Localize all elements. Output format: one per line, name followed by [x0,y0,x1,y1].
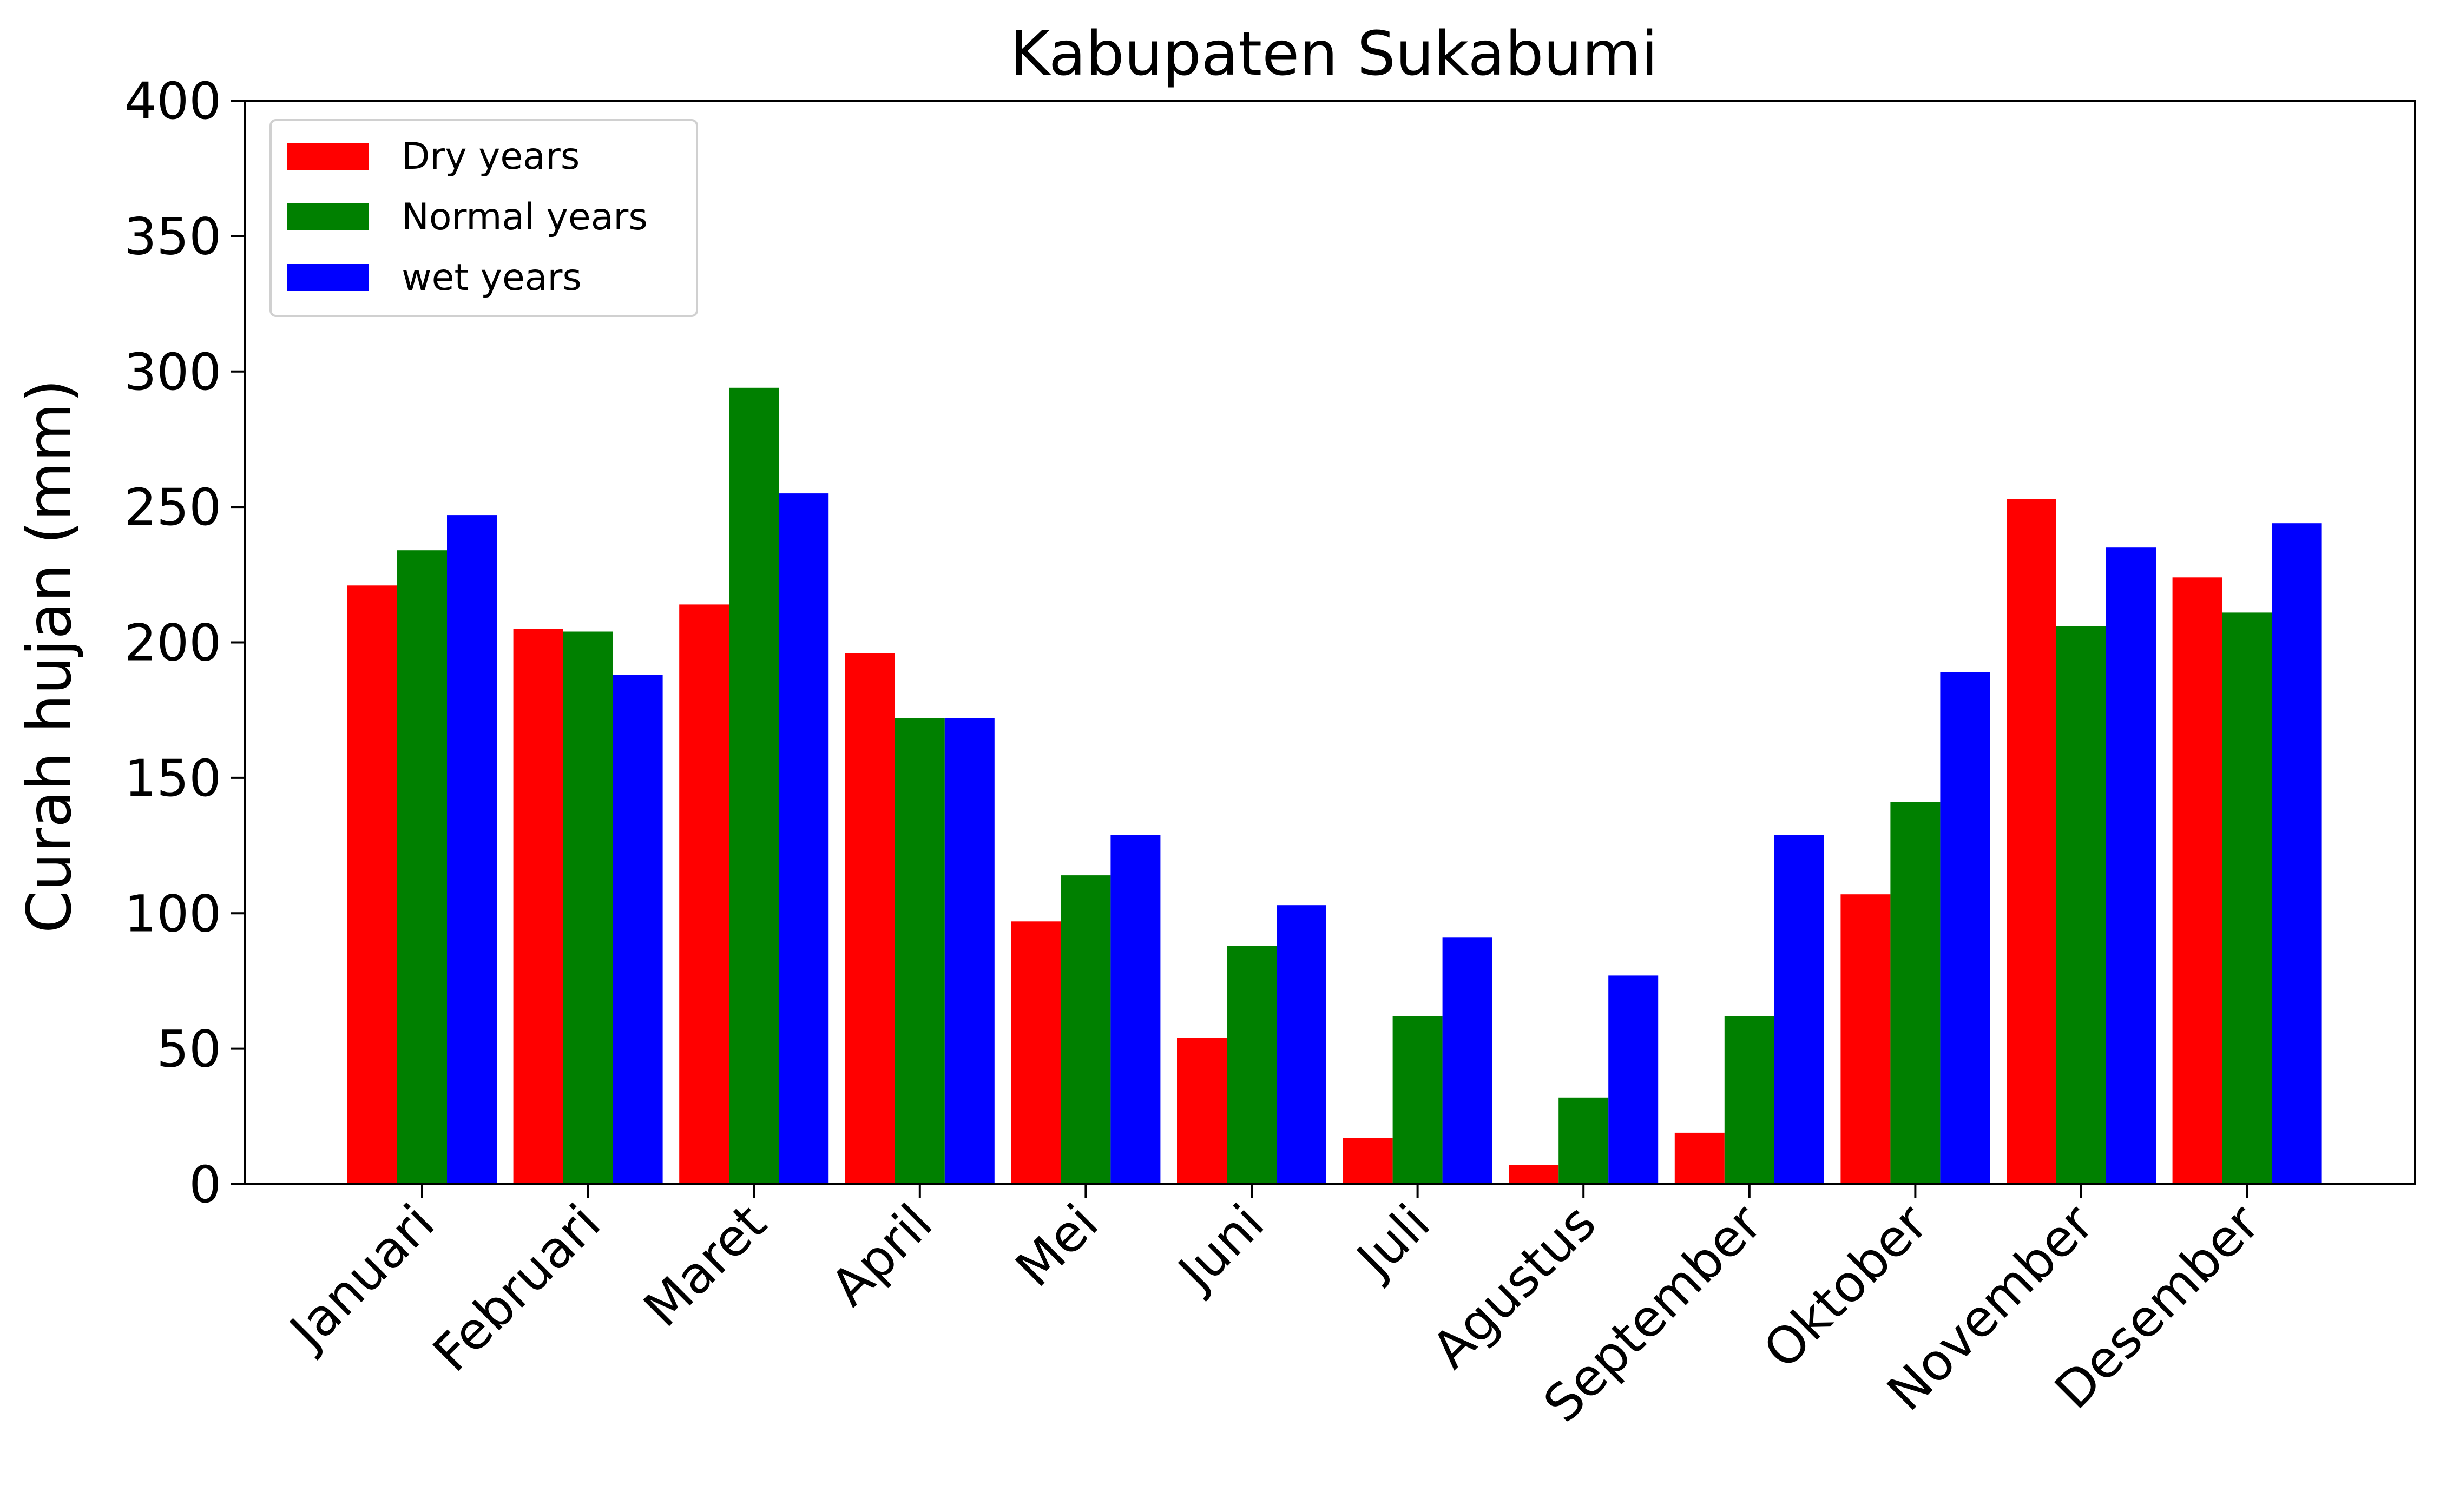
bar-dry-years-april [845,653,895,1184]
y-tick-label: 400 [124,72,221,131]
bar-wet-years-november [2106,547,2156,1185]
bar-dry-years-januari [347,585,397,1184]
bar-dry-years-november [2007,499,2056,1184]
y-tick-label: 100 [124,884,221,943]
y-tick-label: 50 [156,1020,221,1079]
legend-label-wet-years: wet years [402,256,582,299]
bar-normal-years-januari [397,550,447,1185]
legend: Dry years Normal years wet years [269,119,698,317]
legend-swatch-normal-years [287,203,369,230]
bar-dry-years-september [1674,1132,1725,1184]
y-tick-label: 200 [124,614,221,673]
bar-normal-years-juli [1392,1016,1443,1184]
bar-normal-years-september [1724,1016,1774,1184]
y-tick-label: 350 [124,207,221,266]
y-tick-label: 300 [124,343,221,402]
bar-dry-years-juli [1343,1138,1393,1184]
y-axis-label: Curah hujan (mm) [15,379,85,933]
bar-wet-years-februari [613,675,663,1184]
chart-title: Kabupaten Sukabumi [1010,19,1658,89]
bar-wet-years-januari [447,515,497,1184]
bar-wet-years-maret [779,493,829,1184]
bar-normal-years-november [2056,626,2106,1184]
bar-normal-years-juni [1227,946,1277,1184]
y-axis: 0 50 100 150 200 250 300 350 400 [124,72,245,1214]
bar-wet-years-juni [1277,905,1326,1184]
legend-label-dry-years: Dry years [402,135,580,178]
bar-wet-years-september [1774,835,1824,1184]
y-tick-label: 0 [189,1156,221,1214]
bar-wet-years-agustus [1608,975,1659,1184]
bar-wet-years-mei [1110,835,1161,1184]
y-tick-label: 250 [124,478,221,537]
bar-dry-years-oktober [1840,894,1891,1184]
bar-normal-years-mei [1061,875,1111,1184]
bars-layer [347,387,2322,1185]
bar-wet-years-juli [1442,937,1492,1184]
bar-wet-years-oktober [1940,672,1990,1184]
bar-dry-years-agustus [1509,1165,1559,1184]
legend-swatch-dry-years [287,143,369,170]
bar-wet-years-desember [2272,523,2322,1185]
bar-dry-years-desember [2172,577,2222,1184]
bar-dry-years-juni [1177,1038,1227,1184]
legend-label-normal-years: Normal years [402,196,648,239]
bar-normal-years-agustus [1558,1097,1609,1184]
y-tick-label: 150 [124,749,221,808]
legend-swatch-wet-years [287,264,369,291]
bar-wet-years-april [944,718,995,1184]
bar-normal-years-februari [563,631,613,1184]
bar-normal-years-desember [2222,612,2272,1184]
bar-normal-years-oktober [1890,802,1941,1184]
legend-box [269,119,698,317]
plot-frame [244,100,2416,1185]
bar-normal-years-april [895,718,945,1184]
bar-dry-years-mei [1011,921,1061,1184]
bar-dry-years-maret [679,604,729,1184]
bar-normal-years-maret [729,387,779,1184]
bar-dry-years-februari [513,629,563,1184]
